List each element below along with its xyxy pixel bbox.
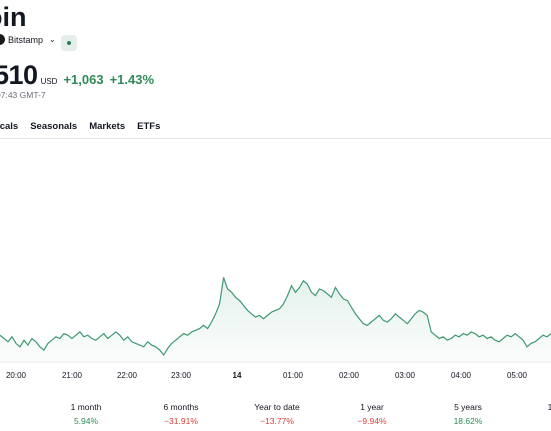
x-tick-label: 21:00 [62,371,83,380]
x-tick-label: 03:00 [395,371,416,380]
performance-period-label: 6 months [163,402,199,412]
price-timestamp: 07:43 GMT-7 [0,90,46,100]
performance-item[interactable]: 1 [515,402,551,416]
performance-item[interactable]: 1 year −9.94% [337,402,407,426]
tab-seasonals[interactable]: Seasonals [30,121,78,132]
exchange-logo-icon [0,34,5,45]
performance-period-label: 1 month [70,402,102,412]
performance-period-label: 1 [547,402,551,412]
price-chart[interactable]: 20:00 21:00 22:00 23:00 14 01:00 02:00 03:00 04:… [0,140,551,390]
x-tick-label: 20:00 [6,371,27,380]
exchange-selector[interactable]: Bitstamp ⌄ [0,34,56,45]
performance-item[interactable]: Year to date −13.77% [242,402,312,426]
performance-period-label: k [0,402,30,412]
performance-period-label: 1 year [360,402,384,412]
x-tick-label: 22:00 [117,371,138,380]
performance-item[interactable]: 1 month 5.94% [51,402,121,426]
price-area-fill [0,277,551,362]
change-percent: +1.43% [109,72,155,87]
performance-item[interactable]: 6 months −31.91% [146,402,216,426]
currency-label: USD [40,77,58,86]
performance-period-label: 5 years [454,402,482,412]
section-tabs: anicals Seasonals Markets ETFs [0,121,172,132]
performance-value: −9.94% [357,416,387,426]
x-tick-label: 14 [233,371,242,380]
tab-etfs[interactable]: ETFs [137,121,161,132]
performance-value: 18.62% [453,416,483,426]
x-tick-label: 05:00 [507,371,528,380]
performance-item[interactable]: 5 years 18.62% [433,402,503,426]
performance-period-label: Year to date [254,402,300,412]
symbol-title: oin [0,2,27,32]
x-tick-label: 01:00 [283,371,304,380]
x-tick-label: 23:00 [171,371,192,380]
price-row: 510 USD +1,063 +1.43% [0,60,160,91]
tab-divider [0,138,551,139]
performance-value: −13.77% [260,416,294,426]
x-tick-label: 04:00 [451,371,472,380]
performance-value: % [0,416,30,426]
performance-value: −31.91% [164,416,198,426]
market-status-button[interactable] [61,35,77,51]
performance-value: 5.94% [73,416,99,426]
exchange-name: Bitstamp [8,34,44,45]
chevron-down-icon: ⌄ [49,35,56,44]
x-tick-label: 02:00 [339,371,360,380]
change-absolute: +1,063 [63,72,104,87]
price-line [0,277,551,357]
tab-technicals[interactable]: anicals [0,121,19,132]
last-price: 510 [0,60,38,90]
tab-markets[interactable]: Markets [89,121,126,132]
status-dot-icon [67,41,71,45]
performance-item[interactable]: k% [0,402,30,426]
